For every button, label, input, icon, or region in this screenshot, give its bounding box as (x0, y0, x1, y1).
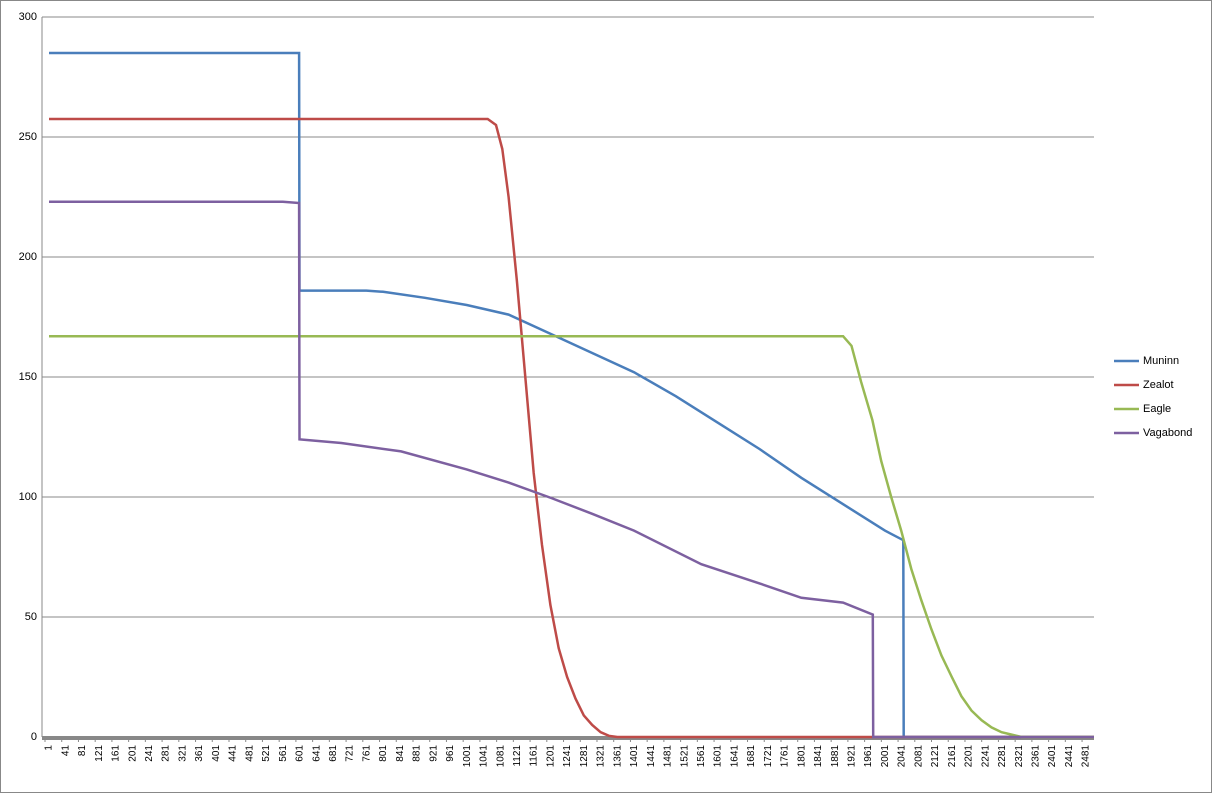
x-tick-label: 1481 (663, 745, 674, 768)
y-tick-label: 200 (19, 251, 37, 263)
x-tick-label: 441 (228, 745, 239, 762)
x-tick-label: 2121 (930, 745, 941, 768)
y-tick-label: 0 (31, 731, 37, 743)
x-tick-label: 1241 (562, 745, 573, 768)
x-tick-label: 1401 (629, 745, 640, 768)
x-tick-label: 921 (428, 745, 439, 762)
line-series (49, 51, 1094, 739)
x-tick-label: 1161 (529, 745, 540, 767)
line-series (49, 334, 1094, 739)
x-tick-label: 881 (412, 745, 423, 762)
x-tick-label: 1641 (729, 745, 740, 768)
x-tick-label: 1121 (512, 745, 523, 767)
x-tick-label: 2321 (1014, 745, 1025, 768)
x-tick-label: 641 (311, 745, 322, 762)
x-tick-label: 201 (127, 745, 138, 762)
legend-label: Zealot (1143, 379, 1174, 391)
x-tick-label: 281 (161, 745, 172, 762)
x-tick-label: 1961 (863, 745, 874, 768)
x-tick-label: 1921 (847, 745, 858, 768)
x-tick-label: 1361 (612, 745, 623, 768)
x-tick-label: 2441 (1064, 745, 1075, 768)
x-tick-label: 161 (111, 745, 122, 762)
x-tick-label: 841 (395, 745, 406, 762)
legend-label: Muninn (1143, 355, 1179, 367)
x-tick-label: 2081 (913, 745, 924, 768)
legend-label: Eagle (1143, 403, 1171, 415)
x-tick-label: 1441 (646, 745, 657, 768)
x-tick-label: 1281 (579, 745, 590, 768)
x-tick-label: 81 (77, 745, 88, 757)
x-tick-label: 1761 (780, 745, 791, 768)
x-tick-label: 361 (194, 745, 205, 762)
x-tick-label: 801 (378, 745, 389, 762)
x-tick-label: 241 (144, 745, 155, 762)
x-tick-label: 1 (44, 745, 55, 751)
x-tick-label: 1081 (495, 745, 506, 768)
x-tick-label: 2001 (880, 745, 891, 768)
x-tick-label: 1321 (596, 745, 607, 768)
x-tick-label: 2281 (997, 745, 1008, 768)
x-tick-label: 1521 (679, 745, 690, 768)
x-tick-label: 1681 (746, 745, 757, 768)
x-tick-label: 2361 (1031, 745, 1042, 768)
y-tick-label: 300 (19, 11, 37, 23)
y-tick-label: 100 (19, 491, 37, 503)
line-series (49, 117, 1094, 739)
legend-label: Vagabond (1143, 427, 1192, 439)
x-tick-label: 481 (244, 745, 255, 762)
x-tick-label: 521 (261, 745, 272, 762)
x-tick-label: 2481 (1081, 745, 1092, 768)
y-tick-label: 50 (25, 611, 37, 623)
x-tick-label: 1561 (696, 745, 707, 768)
x-tick-label: 2201 (964, 745, 975, 768)
x-tick-label: 2401 (1047, 745, 1058, 768)
x-tick-label: 321 (177, 745, 188, 762)
x-tick-label: 601 (295, 745, 306, 762)
x-tick-label: 761 (361, 745, 372, 762)
x-tick-label: 1201 (545, 745, 556, 768)
x-tick-label: 681 (328, 745, 339, 762)
x-tick-label: 41 (60, 745, 71, 757)
x-tick-label: 1721 (763, 745, 774, 768)
x-tick-label: 561 (278, 745, 289, 762)
y-tick-label: 150 (19, 371, 37, 383)
x-tick-label: 961 (445, 745, 456, 762)
x-tick-label: 1801 (796, 745, 807, 768)
x-tick-label: 1601 (713, 745, 724, 768)
x-tick-label: 1881 (830, 745, 841, 768)
x-tick-label: 1041 (479, 745, 490, 768)
x-tick-label: 2161 (947, 745, 958, 768)
line-series (49, 200, 1094, 739)
y-tick-label: 250 (19, 131, 37, 143)
x-tick-label: 401 (211, 745, 222, 762)
x-tick-label: 721 (345, 745, 356, 762)
x-tick-label: 1841 (813, 745, 824, 768)
x-tick-label: 2041 (897, 745, 908, 768)
x-tick-label: 121 (94, 745, 105, 762)
x-tick-label: 2241 (980, 745, 991, 768)
x-tick-label: 1001 (462, 745, 473, 768)
